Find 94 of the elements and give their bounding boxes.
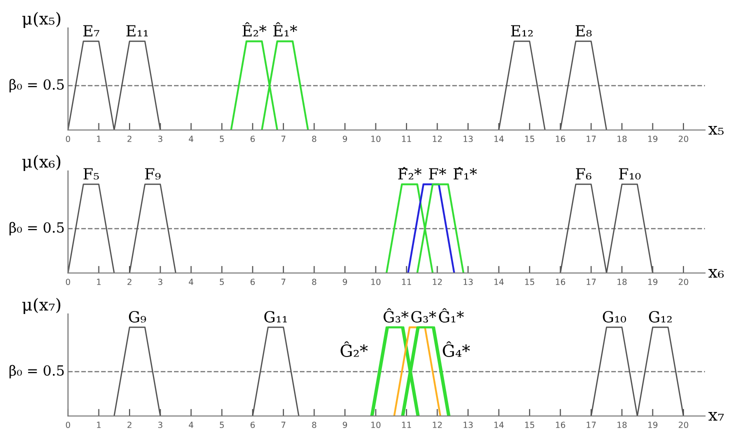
y-axis-title: μ(x₇) — [22, 298, 60, 314]
series-label: Ĝ₃* — [384, 308, 408, 323]
series-label: F₉ — [145, 168, 161, 180]
x-tick-label: 13 — [464, 136, 473, 142]
x-tick-label: 16 — [556, 136, 566, 142]
x-tick-label: 2 — [128, 278, 132, 285]
x-tick-label: 20 — [678, 422, 688, 428]
x-tick-label: 17 — [586, 136, 596, 142]
series-label: E₇ — [83, 25, 100, 36]
x-tick-label: 1 — [97, 136, 101, 142]
x-axis-title: x₆ — [708, 268, 724, 278]
x-tick-label: 3 — [158, 136, 162, 142]
x-tick-label: 10 — [371, 136, 380, 142]
x-tick-label: 19 — [648, 136, 658, 142]
x-tick-label: 2 — [128, 422, 132, 428]
x-tick-label: 11 — [402, 278, 412, 285]
x-axis-title: x₅ — [708, 126, 724, 135]
x-tick-label: 2 — [128, 136, 132, 142]
x-tick-label: 1 — [97, 278, 101, 285]
x-tick-label: 1 — [97, 422, 101, 428]
x-tick-label: 4 — [188, 422, 194, 428]
x-tick-label: 16 — [556, 422, 566, 428]
x-tick-label: 6 — [250, 278, 255, 286]
x-tick-label: 6 — [250, 422, 255, 428]
x-tick-label: 12 — [432, 422, 442, 428]
series-label: G₁₀ — [602, 311, 626, 323]
series-label: Ĝ₁* — [438, 308, 464, 323]
x-tick-label: 15 — [525, 278, 534, 286]
series-label: G₁₁ — [264, 311, 287, 323]
x-tick-label: 17 — [586, 278, 596, 285]
series-label: E₁₂ — [511, 25, 533, 36]
x-tick-label: 19 — [648, 422, 658, 428]
x-tick-label: 15 — [525, 422, 534, 428]
series-label: Ê₂* — [242, 22, 266, 36]
series-label: F₁₀ — [619, 168, 641, 180]
series-label: F̂₂* — [398, 167, 422, 180]
x-tick-label: 20 — [678, 136, 688, 142]
series-label: E₈ — [576, 25, 592, 37]
x-tick-label: 13 — [464, 278, 473, 286]
x-tick-label: 15 — [525, 136, 534, 142]
x-tick-label: 3 — [158, 422, 162, 428]
x-tick-label: 5 — [220, 278, 224, 286]
y-axis-title: μ(x₆) — [22, 154, 60, 171]
series-label: G₁₂ — [649, 311, 672, 323]
x-tick-label: 6 — [250, 136, 255, 142]
x-tick-label: 7 — [281, 422, 286, 428]
x-tick-label: 0 — [66, 422, 70, 428]
series-label: Ĝ₄* — [442, 341, 470, 357]
x-tick-label: 17 — [586, 422, 596, 428]
x-tick-label: 8 — [312, 278, 316, 286]
x-tick-label: 12 — [432, 278, 442, 285]
x-tick-label: 0 — [66, 278, 70, 286]
series-label: G₉ — [128, 311, 146, 323]
x-tick-label: 14 — [494, 136, 504, 142]
x-tick-label: 8 — [312, 136, 316, 142]
x-tick-label: 10 — [371, 422, 380, 428]
x-tick-label: 0 — [66, 136, 70, 142]
x-tick-label: 4 — [188, 136, 194, 142]
x-tick-label: 10 — [371, 278, 380, 286]
series-label: E₁₁ — [126, 25, 148, 36]
x-tick-label: 20 — [678, 278, 688, 286]
x-tick-label: 19 — [648, 278, 658, 286]
x-tick-label: 18 — [618, 422, 627, 428]
series-label: F* — [429, 168, 446, 180]
x-tick-label: 16 — [556, 278, 566, 286]
x-tick-label: 11 — [402, 422, 412, 428]
x-tick-label: 9 — [342, 422, 348, 428]
x-tick-label: 11 — [402, 136, 412, 142]
ref-line-label: β₀ = 0.5 — [10, 364, 64, 378]
y-axis-title: μ(x₅) — [22, 12, 60, 28]
series-label: G₃* — [411, 311, 436, 323]
x-tick-label: 3 — [158, 278, 162, 286]
x-tick-label: 5 — [220, 136, 224, 142]
series-label: F₅ — [84, 168, 99, 180]
x-tick-label: 14 — [494, 278, 504, 285]
x-tick-label: 9 — [342, 136, 348, 142]
x-tick-label: 4 — [188, 278, 194, 285]
series-label: F̂₁* — [454, 167, 477, 180]
x-tick-label: 12 — [432, 136, 442, 142]
x-tick-label: 7 — [281, 136, 286, 142]
ref-line-label: β₀ = 0.5 — [10, 78, 64, 92]
x-tick-label: 18 — [618, 136, 627, 142]
x-tick-label: 8 — [312, 422, 316, 428]
series-label: Ĝ₂* — [340, 341, 368, 357]
ref-line-label: β₀ = 0.5 — [10, 222, 64, 236]
x-tick-label: 14 — [494, 422, 504, 428]
series-label: F₆ — [576, 168, 592, 180]
x-tick-label: 5 — [220, 422, 224, 428]
x-axis-title: x₇ — [708, 412, 724, 421]
x-tick-label: 7 — [281, 278, 286, 285]
series-label: Ê₁* — [273, 22, 298, 36]
x-tick-label: 18 — [618, 278, 627, 286]
x-tick-label: 9 — [342, 278, 348, 286]
x-tick-label: 13 — [464, 422, 473, 428]
